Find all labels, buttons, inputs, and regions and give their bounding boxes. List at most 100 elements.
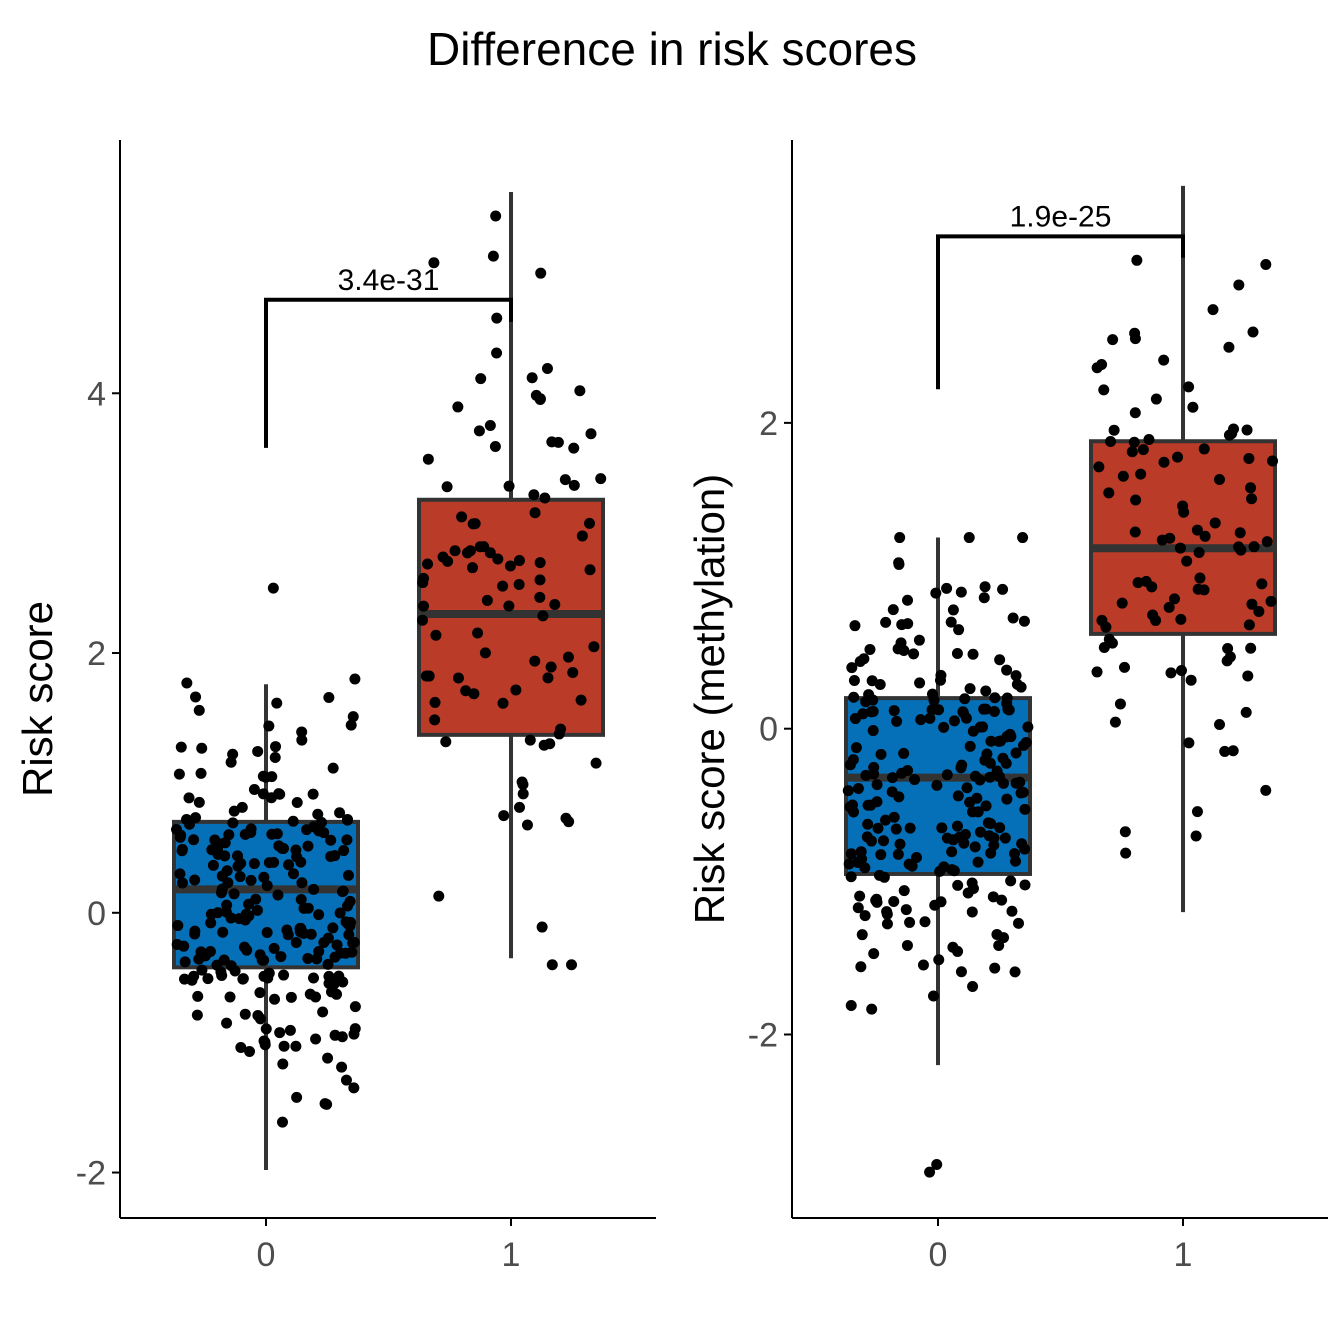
data-point [1223,341,1235,353]
data-point [464,545,476,557]
data-point [510,684,522,696]
data-point [919,916,931,928]
data-point [1214,719,1226,731]
y-tick-label: -2 [748,1017,778,1055]
data-point [971,792,983,804]
data-point [308,883,320,895]
data-point [1261,536,1273,548]
data-point [183,818,195,830]
data-point [996,894,1008,906]
data-point [489,440,501,452]
data-point [875,748,887,760]
data-point [1129,327,1141,339]
data-point [323,970,335,982]
data-point [1019,879,1031,891]
data-point [952,790,964,802]
data-point [1020,736,1032,748]
data-point [196,964,208,976]
data-point [872,822,884,834]
data-point [875,849,887,861]
data-point [259,1039,271,1051]
data-point [325,986,337,998]
data-point [878,871,890,883]
data-point [534,557,546,569]
data-point [452,672,464,684]
data-point [1187,401,1199,413]
y-axis-title: Risk score [14,601,61,797]
data-point [972,856,984,868]
data-point [855,846,867,858]
data-point [1091,362,1103,374]
data-point [989,692,1001,704]
data-point [252,745,264,757]
panel-1: -2 0 2 4 0 1 Risk score 3.4e-31 [14,140,656,1274]
y-tick-label: 2 [87,635,106,673]
data-point [1246,493,1258,505]
data-point [846,662,858,674]
data-point [1207,304,1219,316]
data-point [545,661,557,673]
data-point [1132,577,1144,589]
data-point [979,581,991,593]
data-point [195,767,207,779]
data-point [979,754,991,766]
data-point [526,372,538,384]
data-point [904,822,916,834]
data-point [278,969,290,981]
data-point [863,689,875,701]
data-point [849,713,861,725]
data-point [1240,706,1252,718]
data-point [291,1091,303,1103]
data-point [261,880,273,892]
data-point [1219,745,1231,757]
data-point [852,902,864,914]
data-point [342,869,354,881]
data-point [967,806,979,818]
data-point [1017,532,1029,544]
p-value-label: 1.9e-25 [1010,200,1112,233]
data-point [517,778,529,790]
data-point [503,480,515,492]
data-point [272,889,284,901]
data-point [1185,674,1197,686]
data-point [994,654,1006,666]
data-point [994,822,1006,834]
y-axis-title: Risk score (methylation) [686,474,733,924]
data-point [980,800,992,812]
data-point [930,587,942,599]
data-point [878,835,890,847]
data-point [235,1041,247,1053]
data-point [952,945,964,957]
data-point [331,939,343,951]
data-point [1265,595,1277,607]
data-point [278,1040,290,1052]
data-point [896,619,908,631]
data-point [955,966,967,978]
data-point [248,784,260,796]
data-point [1260,784,1272,796]
data-point [961,782,973,794]
data-point [1114,698,1126,710]
data-point [234,871,246,883]
data-point [172,920,184,932]
data-point [269,752,281,764]
data-point [251,904,263,916]
data-point [993,735,1005,747]
data-point [969,841,981,853]
data-point [904,916,916,928]
data-point [205,908,217,920]
data-point [250,893,262,905]
data-point [534,393,546,405]
data-point [312,808,324,820]
y-tick-label: 2 [759,405,778,443]
data-point [914,677,926,689]
y-tick-label: 0 [759,711,778,749]
data-point [966,906,978,918]
outlier-point [267,582,279,594]
data-point [418,572,430,584]
data-point [334,807,346,819]
x-tick-label: 0 [257,1236,276,1274]
data-point [902,594,914,606]
data-point [277,1116,289,1128]
data-point [342,900,354,912]
